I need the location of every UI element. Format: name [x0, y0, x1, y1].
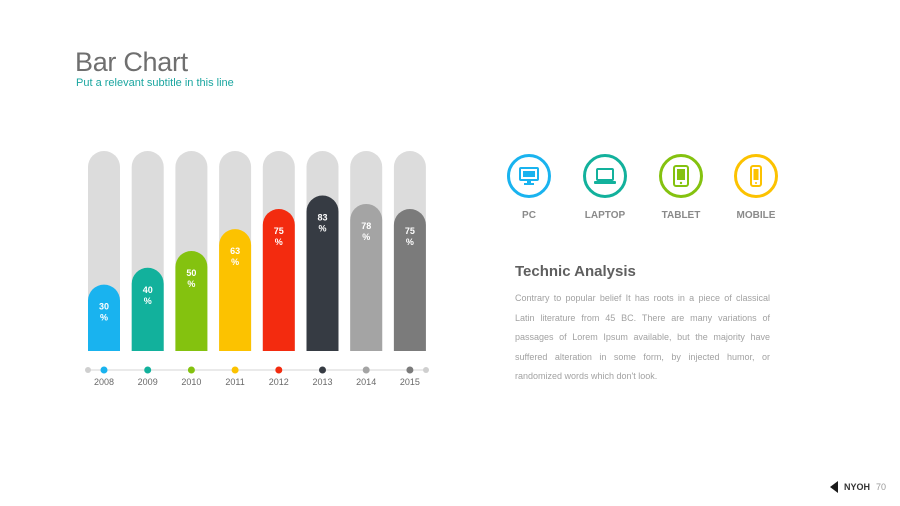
data-label-unit-2012: %	[275, 237, 283, 247]
laptop-icon	[583, 154, 627, 198]
device-label-mobile: MOBILE	[736, 210, 776, 221]
timeline-dot-2014	[362, 366, 370, 374]
data-label-unit-2011: %	[231, 257, 239, 267]
data-label-2008: 30	[99, 302, 109, 312]
data-label-unit-2013: %	[318, 224, 326, 234]
page-subtitle: Put a relevant subtitle in this line	[76, 77, 234, 89]
bar-2008	[88, 284, 120, 351]
data-label-2015: 75	[405, 226, 415, 236]
footer: NYOH 70	[829, 481, 886, 493]
data-label-2014: 78	[361, 221, 371, 231]
data-label-unit-2008: %	[100, 313, 108, 323]
x-tick-label-2012: 2012	[269, 377, 289, 387]
page-number: 70	[875, 482, 886, 492]
monitor-icon	[507, 154, 551, 198]
footer-brand: NYOH	[843, 482, 870, 492]
mobile-icon	[734, 154, 778, 198]
data-label-unit-2015: %	[406, 237, 414, 247]
timeline-end-dot	[85, 367, 91, 373]
data-label-unit-2009: %	[144, 296, 152, 306]
x-tick-label-2013: 2013	[312, 377, 332, 387]
data-label-2009: 40	[143, 285, 153, 295]
timeline-dot-2010	[187, 366, 195, 374]
bar-2010	[175, 251, 208, 351]
timeline-dot-2015	[406, 366, 414, 374]
tablet-icon	[659, 154, 703, 198]
data-label-2012: 75	[274, 226, 284, 236]
data-label-2013: 83	[317, 213, 327, 223]
bar-2012	[262, 209, 295, 351]
data-label-2010: 50	[186, 268, 196, 278]
x-tick-label-2015: 2015	[400, 377, 420, 387]
timeline-dot-2013	[319, 366, 326, 374]
bar-2015	[393, 209, 426, 351]
device-label-tablet: TABLET	[661, 210, 701, 221]
data-label-unit-2014: %	[362, 232, 370, 242]
x-tick-label-2008: 2008	[94, 377, 114, 387]
bar-2014	[350, 203, 383, 351]
data-label-2011: 63	[230, 246, 240, 256]
timeline-dot-2012	[275, 366, 283, 374]
x-tick-label-2009: 2009	[138, 377, 158, 387]
timeline-dot-2011	[231, 366, 239, 374]
page-title: Bar Chart	[75, 47, 188, 77]
x-tick-label-2010: 2010	[181, 377, 201, 387]
x-tick-label-2011: 2011	[225, 377, 244, 387]
bar-2011	[219, 229, 252, 351]
bar-2013	[306, 195, 339, 351]
data-label-unit-2010: %	[187, 279, 195, 289]
analysis-body: Contrary to popular belief It has roots …	[515, 293, 770, 381]
device-label-pc: PC	[522, 210, 536, 221]
device-tablet[interactable]: TABLET	[641, 154, 721, 221]
bar-2009	[131, 267, 164, 351]
analysis-title: Technic Analysis	[515, 263, 636, 280]
back-arrow-icon[interactable]	[829, 481, 838, 493]
x-tick-label-2014: 2014	[356, 377, 376, 387]
device-label-laptop: LAPTOP	[584, 210, 626, 221]
device-mobile[interactable]: MOBILE	[716, 154, 796, 221]
timeline-dot-2008	[100, 366, 108, 374]
device-laptop[interactable]: LAPTOP	[565, 154, 645, 221]
device-pc[interactable]: PC	[489, 154, 569, 221]
timeline-dot-2009	[144, 366, 152, 374]
timeline-end-dot	[423, 367, 429, 373]
